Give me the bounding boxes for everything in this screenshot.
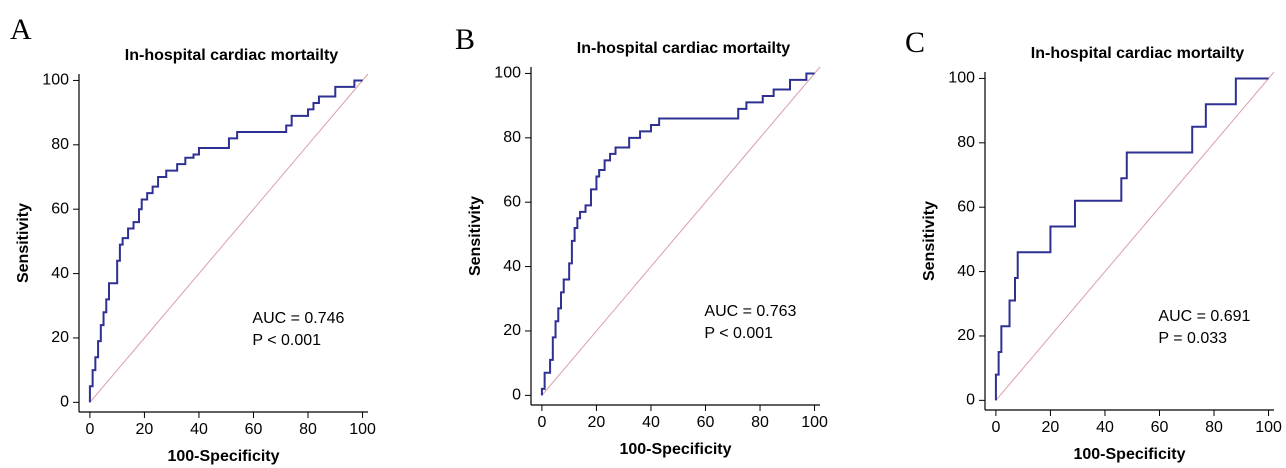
annotation: AUC = 0.763 [704,303,796,320]
y-tick-label: 20 [503,322,521,339]
y-tick-label: 0 [60,394,69,411]
x-tick-label: 40 [190,421,208,438]
y-tick-label: 20 [957,327,975,344]
x-tick-label: 20 [1042,419,1060,436]
y-tick-label: 40 [503,258,521,275]
y-tick-label: 20 [51,329,69,346]
x-tick-label: 40 [1096,419,1114,436]
roc-curve [88,79,363,403]
y-tick-label: 100 [42,72,69,89]
chart-title: In-hospital cardiac mortailty [577,40,790,57]
y-tick-label: 40 [51,265,69,282]
annotation: AUC = 0.691 [1158,308,1250,325]
x-tick-label: 80 [299,421,317,438]
y-tick-label: 80 [957,134,975,151]
y-tick-label: 100 [494,65,521,82]
annotation: AUC = 0.746 [252,310,344,327]
roc-curve [540,72,815,396]
panel-letter: B [455,23,475,56]
x-tick-label: 60 [1151,419,1169,436]
x-tick-label: 100 [349,421,376,438]
reference-line [89,73,369,403]
x-tick-label: 60 [697,414,715,431]
reference-line [541,66,821,396]
x-tick-label: 100 [1255,419,1282,436]
x-tick-label: 0 [537,414,546,431]
x-tick-label: 60 [245,421,263,438]
chart-title: In-hospital cardiac mortailty [125,47,338,64]
y-axis-label: Sensitivity [921,201,938,281]
panel-letter: C [905,26,925,59]
x-tick-label: 80 [751,414,769,431]
chart-title: In-hospital cardiac mortailty [1031,45,1244,62]
x-tick-label: 20 [588,414,606,431]
y-tick-label: 80 [503,129,521,146]
x-axis-label: 100-Specificity [619,441,731,458]
y-tick-label: 0 [512,387,521,404]
y-tick-label: 80 [51,136,69,153]
x-tick-label: 0 [85,421,94,438]
roc-curve [994,77,1269,401]
reference-line [995,71,1275,401]
y-tick-label: 60 [957,198,975,215]
x-tick-label: 20 [136,421,154,438]
y-axis-label: Sensitivity [15,203,32,283]
annotation: P < 0.001 [704,325,773,342]
y-tick-label: 100 [948,70,975,87]
x-tick-label: 0 [991,419,1000,436]
y-tick-label: 0 [966,392,975,409]
x-axis-label: 100-Specificity [1073,446,1185,463]
x-tick-label: 80 [1205,419,1223,436]
panel-letter: A [10,13,32,46]
x-axis-label: 100-Specificity [167,448,279,465]
annotation: P < 0.001 [252,332,321,349]
x-tick-label: 100 [801,414,828,431]
y-axis-label: Sensitivity [467,196,484,276]
y-tick-label: 40 [957,263,975,280]
y-tick-label: 60 [51,200,69,217]
y-tick-label: 60 [503,193,521,210]
annotation: P = 0.033 [1158,330,1227,347]
x-tick-label: 40 [642,414,660,431]
